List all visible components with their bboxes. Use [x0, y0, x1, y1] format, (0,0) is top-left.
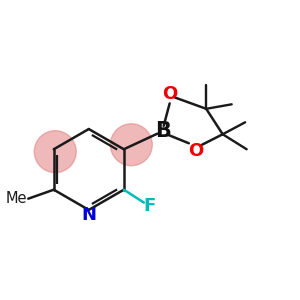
Circle shape — [110, 124, 152, 166]
Circle shape — [34, 131, 76, 172]
Text: O: O — [188, 142, 203, 160]
Text: N: N — [81, 206, 96, 224]
Text: Me: Me — [5, 191, 27, 206]
Text: O: O — [163, 85, 178, 103]
Text: B: B — [155, 121, 171, 141]
Text: F: F — [143, 197, 155, 215]
